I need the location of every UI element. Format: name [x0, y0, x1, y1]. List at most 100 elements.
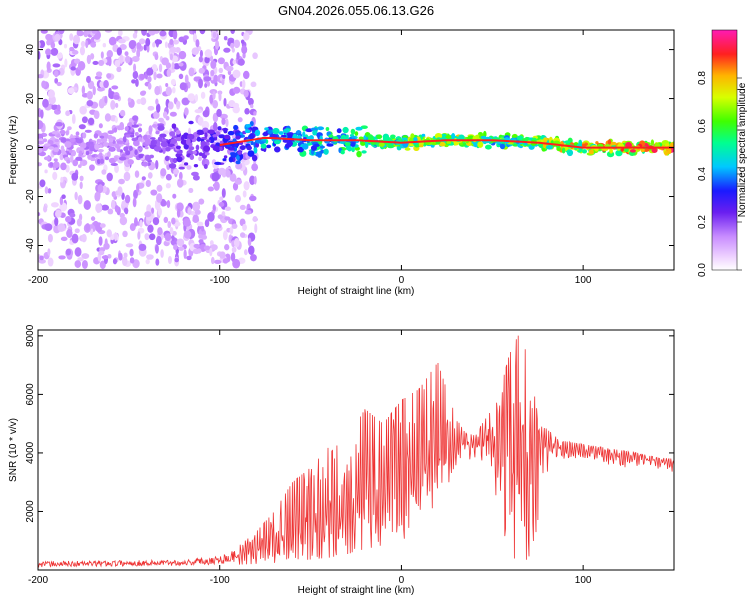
- spectrogram-speckle: [169, 227, 174, 235]
- spectrogram-speckle: [56, 104, 61, 112]
- spectrogram-speckle: [115, 102, 119, 108]
- spectrogram-speckle: [178, 50, 187, 60]
- spectrogram-band-point: [96, 158, 101, 165]
- spectrogram-speckle: [60, 162, 67, 171]
- spectrogram-band-point: [421, 133, 426, 137]
- spectrogram-speckle: [194, 93, 199, 102]
- spectrogram-band-point: [485, 144, 492, 150]
- spectrogram-speckle: [198, 67, 205, 74]
- spectrogram-speckle: [111, 85, 119, 90]
- spectrogram-band-point: [38, 147, 42, 152]
- spectrogram-speckle: [161, 57, 169, 66]
- spectrogram-speckle: [183, 249, 187, 260]
- spectrogram-speckle: [38, 259, 46, 264]
- spectrogram-band-point: [260, 143, 267, 149]
- spectrogram-speckle: [203, 245, 211, 251]
- spectrogram-speckle: [38, 212, 41, 217]
- spectrogram-band-point: [193, 163, 199, 168]
- spectrogram-band-point: [53, 161, 60, 169]
- spectrogram-speckle: [65, 216, 72, 223]
- spectrogram-band-point: [164, 155, 170, 162]
- spectrogram-speckle: [141, 90, 147, 95]
- spectrogram-speckle: [217, 214, 224, 220]
- spectrogram-speckle: [193, 243, 200, 249]
- spectrogram-band-point: [440, 133, 448, 141]
- spectrogram-speckle: [249, 195, 257, 202]
- spectrogram-speckle: [242, 190, 247, 198]
- spectrogram-speckle: [171, 61, 175, 70]
- spectrogram-speckle: [252, 216, 258, 222]
- spectrogram-band-point: [113, 127, 118, 133]
- spectrogram-band-point: [376, 134, 383, 140]
- spectrogram-speckle: [128, 40, 136, 50]
- spectrogram-speckle: [210, 69, 215, 77]
- spectrogram-band-point: [651, 148, 658, 153]
- spectrogram-speckle: [147, 224, 154, 233]
- spectrogram-band-point: [341, 135, 349, 141]
- spectrogram-band-point: [189, 154, 195, 160]
- spectrogram-speckle: [108, 36, 117, 46]
- spectrogram-band-point: [203, 163, 208, 169]
- spectrogram-band-point: [438, 141, 446, 147]
- spectrogram-speckle: [184, 74, 189, 84]
- spectrogram-speckle: [218, 92, 222, 102]
- spectrogram-band-point: [316, 126, 325, 131]
- spectrogram-speckle: [114, 205, 119, 213]
- spectrogram-speckle: [50, 47, 59, 56]
- spectrogram-band-point: [150, 140, 155, 146]
- spectrogram-speckle: [38, 120, 44, 130]
- spectrogram-band-point: [354, 131, 359, 136]
- spectrogram-speckle: [47, 188, 52, 194]
- spectrogram-speckle: [225, 169, 231, 178]
- spectrogram-band-point: [138, 154, 144, 159]
- spectrogram-speckle: [38, 74, 44, 79]
- spectrogram-speckle: [46, 39, 52, 46]
- spectrogram-speckle: [192, 174, 200, 181]
- spectrogram-speckle: [155, 98, 159, 105]
- spectrogram-speckle: [89, 164, 95, 171]
- spectrogram-speckle: [145, 258, 150, 265]
- spectrogram-band-point: [206, 139, 211, 143]
- spectrogram-speckle: [154, 53, 159, 61]
- spectrogram-band-point: [138, 127, 143, 133]
- spectrogram-speckle: [134, 217, 138, 227]
- spectrogram-band-point: [160, 141, 169, 148]
- spectrogram-speckle: [98, 59, 105, 66]
- spectrogram-speckle: [38, 41, 41, 48]
- spectrogram-band-point: [38, 140, 45, 145]
- spectrogram-band-point: [561, 147, 566, 154]
- spectrogram-band-point: [499, 143, 506, 150]
- spectrogram-band-point: [125, 150, 131, 156]
- spectrogram-band-point: [49, 162, 54, 167]
- spectrogram-speckle: [87, 117, 95, 126]
- spectrogram-speckle: [176, 100, 181, 108]
- spectrogram-speckle: [98, 250, 105, 256]
- spectrogram-band-point: [364, 141, 369, 148]
- spectrogram-speckle: [194, 108, 203, 114]
- spectrogram-speckle: [239, 232, 246, 238]
- spectrogram-band-point: [212, 145, 220, 152]
- spectrogram-band-point: [263, 131, 269, 136]
- spectrogram-speckle: [247, 237, 252, 247]
- spectrogram-speckle: [118, 38, 126, 44]
- spectrogram-speckle: [242, 70, 250, 80]
- spectrogram-speckle: [248, 245, 255, 255]
- spectrogram-band-point: [230, 152, 238, 158]
- spectrogram-speckle: [230, 30, 235, 35]
- spectrogram-speckle: [45, 33, 52, 41]
- spectrogram-speckle: [90, 53, 95, 60]
- snr-y-tick-label: 8000: [25, 324, 36, 347]
- chart-title: GN04.2026.055.06.13.G26: [278, 3, 434, 18]
- spectrogram-speckle: [223, 47, 231, 53]
- spectrogram-speckle: [219, 251, 226, 259]
- spectrogram-speckle: [206, 80, 210, 87]
- spectrogram-speckle: [104, 113, 112, 122]
- spectrogram-band-point: [451, 133, 456, 140]
- spectrogram-band-point: [340, 150, 345, 155]
- spectrogram-band-point: [104, 156, 110, 161]
- spectrogram-band-point: [326, 143, 334, 147]
- spectrogram-speckle: [138, 38, 146, 45]
- spectrogram-band-point: [351, 135, 356, 139]
- spectrogram-speckle: [117, 186, 123, 197]
- spectrogram-band-point: [235, 160, 241, 165]
